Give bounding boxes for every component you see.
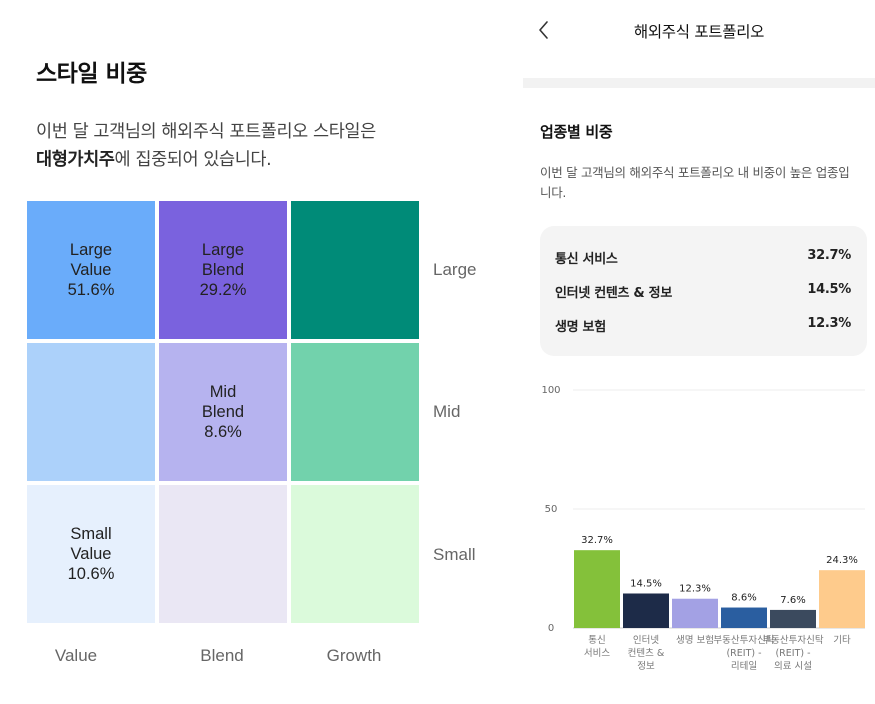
style-description: 이번 달 고객님의 해외주식 포트폴리오 스타일은 대형가치주에 집중되어 있습… xyxy=(36,118,476,174)
style-cell-large-blend: Large Blend 29.2% xyxy=(159,201,287,339)
style-cell-small-value: Small Value 10.6% xyxy=(27,485,155,623)
industry-percent: 12.3% xyxy=(807,316,851,331)
x-tick-label: 컨텐츠 & xyxy=(628,648,665,659)
back-button[interactable] xyxy=(533,16,555,44)
x-tick-label: 리테일 xyxy=(731,661,757,672)
style-weight-panel: 스타일 비중 이번 달 고객님의 해외주식 포트폴리오 스타일은 대형가치주에 … xyxy=(27,61,477,665)
bar xyxy=(721,607,767,628)
style-cell-large-growth xyxy=(291,201,419,339)
style-desc-line1: 이번 달 고객님의 해외주식 포트폴리오 스타일은 xyxy=(36,122,376,142)
style-box-grid: Large Value 51.6% Large Blend 29.2% Mid Blend 8.… xyxy=(27,201,419,626)
industry-name: 통신 서비스 xyxy=(555,252,618,267)
x-tick-label: 부동산투자신탁 xyxy=(713,634,774,646)
row-label-small: Small xyxy=(433,545,476,564)
bar xyxy=(770,609,816,628)
style-cell-line: 51.6% xyxy=(67,281,115,299)
style-cell-line: 10.6% xyxy=(67,565,115,583)
bar-value-label: 24.3% xyxy=(826,555,858,566)
style-cell-line: 29.2% xyxy=(199,281,247,299)
style-cell-mid-blend: Mid Blend 8.6% xyxy=(159,343,287,481)
style-desc-highlight: 대형가치주 xyxy=(36,150,115,170)
style-cell-line: Large xyxy=(201,241,245,259)
summary-row: 통신 서비스 32.7% xyxy=(555,248,851,268)
bar-value-label: 8.6% xyxy=(731,593,756,604)
row-label-large: Large xyxy=(433,260,477,279)
x-tick-label: (REIT) - xyxy=(726,648,761,659)
x-tick-label: 인터넷 xyxy=(633,635,659,646)
style-cell-large-value: Large Value 51.6% xyxy=(27,201,155,339)
industry-section-title: 업종별 비중 xyxy=(540,123,613,141)
col-label-blend: Blend xyxy=(200,646,244,665)
style-cell-line: Value xyxy=(70,545,112,563)
bar-value-label: 12.3% xyxy=(679,584,711,595)
top-app-bar: 해외주식 포트폴리오 xyxy=(523,0,875,62)
style-desc-rest: 에 집중되어 있습니다. xyxy=(114,150,272,170)
style-cell-line: Large xyxy=(69,241,113,259)
bar-value-label: 14.5% xyxy=(630,578,662,589)
industry-percent: 14.5% xyxy=(807,282,851,297)
page-title: 해외주식 포트폴리오 xyxy=(633,23,765,41)
summary-row: 인터넷 컨텐츠 & 정보 14.5% xyxy=(555,282,851,302)
col-label-value: Value xyxy=(54,646,98,665)
bar-value-label: 7.6% xyxy=(780,595,805,606)
bar xyxy=(819,570,865,628)
x-tick-label: (REIT) - xyxy=(775,648,810,659)
style-cell-line: 8.6% xyxy=(204,423,242,441)
section-divider xyxy=(523,78,875,88)
style-cell-line: Blend xyxy=(201,261,245,279)
x-tick-label: 서비스 xyxy=(584,648,610,659)
style-cell-line: Blend xyxy=(201,403,245,421)
y-tick-label: 50 xyxy=(545,504,558,515)
style-cell-line: Small xyxy=(70,525,112,543)
x-tick-label: 통신 xyxy=(588,635,605,646)
style-cell-text: Mid Blend 8.6% xyxy=(202,382,244,442)
style-cell-line: Mid xyxy=(209,383,237,401)
style-section-title: 스타일 비중 xyxy=(36,61,147,87)
style-cell-text: Large Blend 29.2% xyxy=(200,240,247,300)
industry-description: 이번 달 고객님의 해외주식 포트폴리오 내 비중이 높은 업종입니다. xyxy=(540,165,850,200)
bar xyxy=(623,593,669,628)
style-cell-small-growth xyxy=(291,485,419,623)
style-cell-text: Large Value 51.6% xyxy=(68,240,115,300)
summary-row: 생명 보험 12.3% xyxy=(555,316,851,336)
y-tick-label: 0 xyxy=(548,623,554,634)
industry-name: 인터넷 컨텐츠 & 정보 xyxy=(555,286,672,301)
style-cell-mid-growth xyxy=(291,343,419,481)
x-tick-label: 부동산투자신탁 xyxy=(762,634,823,646)
x-tick-label: 정보 xyxy=(637,661,655,672)
style-cell-text: Small Value 10.6% xyxy=(68,524,115,584)
x-tick-label: 생명 보험 xyxy=(676,635,714,646)
industry-percent: 32.7% xyxy=(807,248,851,263)
x-tick-label: 의료 시설 xyxy=(774,661,812,672)
y-tick-label: 100 xyxy=(541,385,560,396)
bar xyxy=(574,550,620,628)
chevron-left-icon xyxy=(539,21,548,39)
style-cell-line: Value xyxy=(70,261,112,279)
portfolio-screen: 해외주식 포트폴리오 업종별 비중 이번 달 고객님의 해외주식 포트폴리오 내… xyxy=(523,0,875,704)
col-label-growth: Growth xyxy=(326,646,382,665)
row-label-mid: Mid xyxy=(433,402,461,421)
bar-value-label: 32.7% xyxy=(581,535,613,546)
x-tick-label: 기타 xyxy=(833,635,851,646)
bar xyxy=(672,598,718,628)
industry-name: 생명 보험 xyxy=(555,320,606,335)
style-cell-small-blend xyxy=(159,485,287,623)
top-industry-summary-card: 통신 서비스 32.7% 인터넷 컨텐츠 & 정보 14.5% 생명 보험 12… xyxy=(540,226,867,356)
style-cell-mid-value xyxy=(27,343,155,481)
